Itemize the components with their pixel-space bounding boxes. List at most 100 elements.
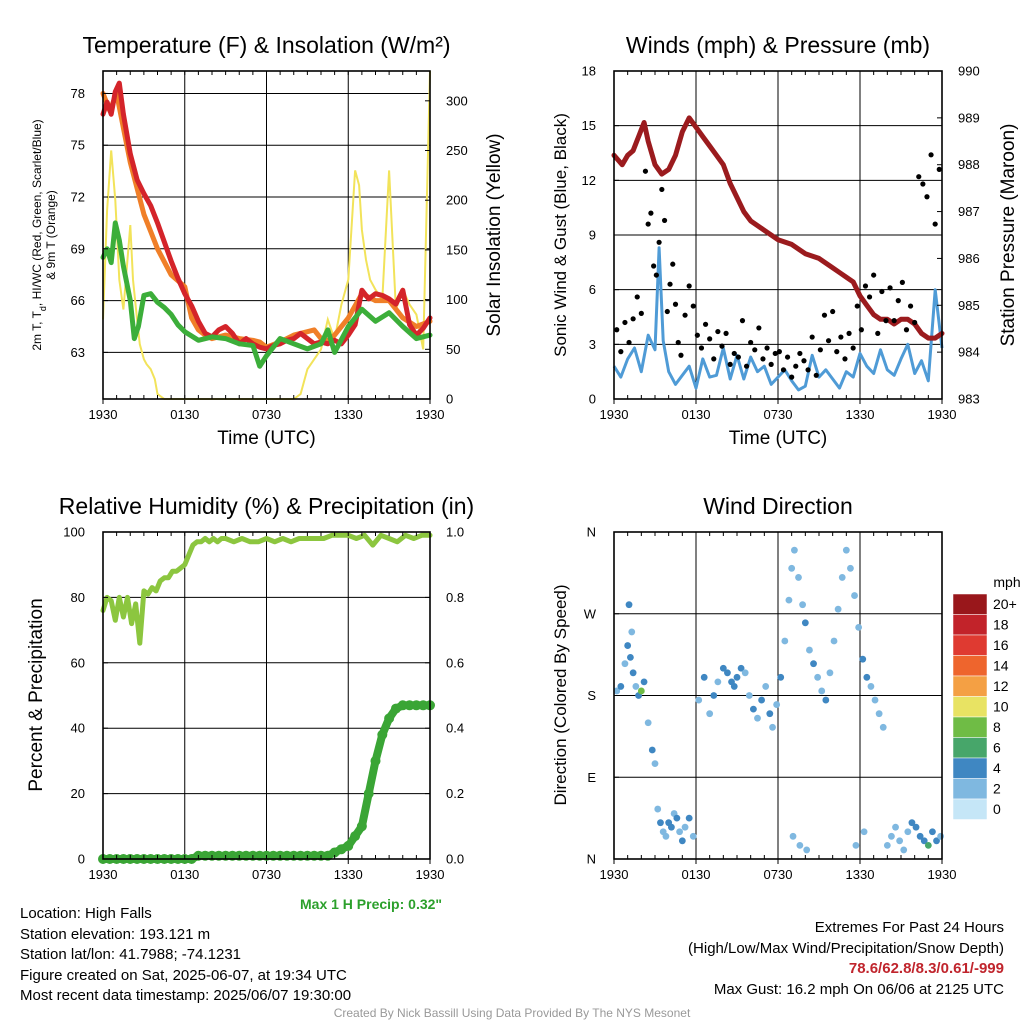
y-axis-label-part: 2m T, T: [30, 310, 44, 350]
y-axis-tick-label: S: [587, 688, 596, 703]
latlon-text: Station lat/lon: 41.7988; -74.1231: [20, 946, 242, 963]
wind-direction-point: [788, 564, 796, 572]
x-tick-label: 1930: [600, 407, 629, 422]
y2-axis-tick-label: 0.8: [446, 590, 464, 605]
gust-point: [879, 288, 885, 295]
plot-border: [613, 70, 943, 400]
wind-direction-point: [875, 710, 883, 718]
y-axis-tick-label: 9: [589, 228, 596, 243]
y-axis-tick-label: 69: [71, 241, 85, 256]
gust-point: [622, 319, 628, 326]
extremes-subtitle: (High/Low/Max Wind/Precipitation/Snow De…: [688, 939, 1004, 957]
y2-axis-tick-label: 0.0: [446, 852, 464, 867]
wind-direction-point: [867, 683, 875, 690]
wind-direction-point: [900, 846, 908, 854]
wind-direction-point: [803, 846, 811, 854]
gust-point: [614, 327, 620, 333]
wind-direction-point: [871, 696, 879, 704]
wind-direction-point: [651, 760, 659, 768]
legend-label: 4: [993, 760, 1001, 776]
gust-point: [866, 294, 873, 300]
wind-direction-point: [855, 623, 863, 631]
y-axis-tick-label: 78: [71, 86, 85, 101]
wind-direction-point: [654, 805, 662, 813]
x-tick-label: 1330: [334, 407, 363, 422]
gust-point: [675, 339, 681, 346]
legend-label: 14: [993, 658, 1009, 674]
wind-direction-point: [706, 710, 714, 718]
gust-point: [707, 336, 713, 342]
gust-point: [780, 367, 787, 373]
gust-point: [719, 343, 725, 349]
wind-direction-panel: 1930 0130 0730 1330 1930 Wind Direction N E S W N D…: [551, 493, 1021, 882]
gust-point: [842, 356, 848, 362]
legend-swatch: [952, 593, 988, 615]
legend-swatch: [952, 696, 988, 718]
y-axis-tick-label: 80: [71, 590, 85, 605]
gust-point: [743, 363, 750, 369]
y-axis-tick-label: 100: [63, 525, 85, 540]
wind-direction-point: [933, 837, 940, 845]
legend-swatch: [952, 716, 988, 738]
wind-direction-point: [724, 669, 731, 677]
wind-direction-point: [814, 673, 822, 681]
gust-point: [630, 316, 636, 322]
wind-direction-point: [719, 664, 727, 672]
series-dew-line: [100, 220, 433, 369]
x-tick-label: 0130: [682, 867, 711, 882]
y2-axis-tick-label: 990: [958, 64, 980, 79]
gust-point: [825, 338, 832, 344]
wind-direction-point: [826, 669, 834, 677]
legend-label: 16: [993, 637, 1009, 653]
wind-direction-point: [937, 832, 945, 840]
x-tick-label: 1930: [89, 867, 118, 882]
gust-point: [858, 327, 864, 333]
wind-direction-point: [929, 828, 936, 836]
y2-axis-tick-label: 150: [446, 242, 468, 257]
wind-direction-point: [689, 832, 697, 840]
chart-title: Winds (mph) & Pressure (mb): [626, 32, 930, 58]
wind-direction-point: [681, 823, 689, 831]
station-info: Location: High Falls Station elevation: …: [20, 904, 351, 1007]
wind-direction-point: [678, 837, 686, 845]
wind-direction-point: [847, 564, 854, 572]
wind-direction-point: [830, 637, 838, 645]
humidity-panel: 1930 0130 0730 1330 1930 Relative Humidity (%…: [26, 493, 474, 882]
legend-swatch: [952, 798, 988, 820]
gust-point: [659, 186, 665, 193]
y2-axis-tick-label: 984: [958, 345, 980, 360]
y-axis-tick-label: 66: [71, 293, 85, 308]
gust-point: [661, 217, 668, 224]
chart-title: Wind Direction: [703, 493, 853, 519]
wind-direction-point: [733, 673, 741, 681]
wind-direction-point: [685, 814, 693, 822]
wind-direction-point: [769, 723, 776, 731]
x-tick-label: 1930: [416, 867, 445, 882]
y2-axis-tick-label: 100: [446, 292, 468, 307]
wind-direction-point: [916, 832, 924, 840]
gust-point: [903, 327, 910, 333]
y-axis-tick-label: 60: [71, 655, 85, 670]
y-axis-tick-label: 0: [78, 852, 85, 867]
recent-data-text: Most recent data timestamp: 2025/06/07 1…: [20, 987, 352, 1004]
wind-direction-point: [806, 646, 813, 654]
y2-axis-tick-label: 986: [958, 251, 980, 266]
series-temp-line: [100, 80, 433, 352]
y-axis-tick-label: 3: [589, 337, 596, 352]
x-tick-label: 1930: [600, 867, 629, 882]
y-axis-tick-label: 20: [71, 786, 85, 801]
created-text: Figure created on Sat, 2025-06-07, at 19…: [20, 966, 347, 984]
gust-point: [752, 347, 758, 353]
legend-swatch: [952, 614, 988, 636]
y2-axis-tick-label: 1.0: [446, 525, 464, 540]
y-axis-tick-label: 72: [71, 190, 85, 205]
gust-point: [875, 330, 881, 336]
wind-direction-point: [624, 642, 632, 649]
extremes-title: Extremes For Past 24 Hours: [814, 919, 1004, 936]
gust-point: [907, 303, 914, 309]
gust-point: [871, 272, 877, 278]
gust-point: [664, 308, 670, 315]
wind-direction-point: [863, 673, 871, 681]
wind-direction-point: [781, 637, 789, 645]
wind-direction-point: [860, 828, 868, 836]
